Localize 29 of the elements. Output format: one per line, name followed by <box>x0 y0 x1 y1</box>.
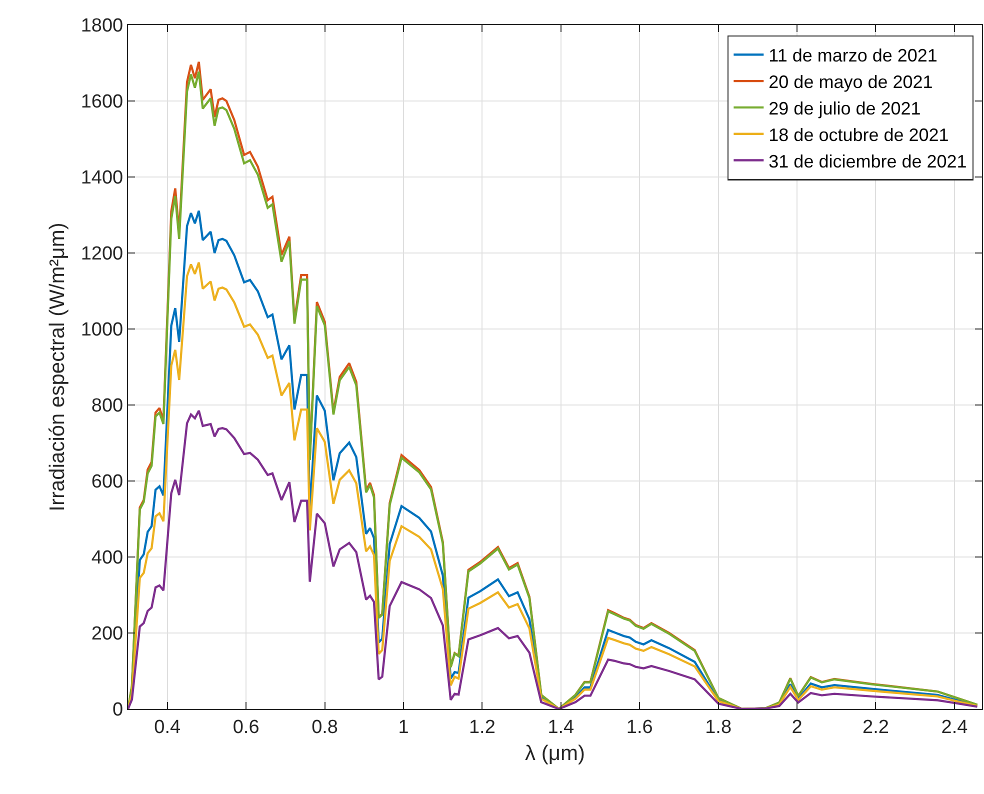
x-tick-label: 1.6 <box>626 716 653 738</box>
x-tick-label: 0.4 <box>154 716 181 738</box>
y-tick-label: 1000 <box>80 320 124 341</box>
x-tick-label: 0.6 <box>232 716 260 738</box>
y-axis-title: Irradiación espectral (W/m²μm) <box>46 222 69 512</box>
x-tick-label: 1.4 <box>548 716 575 738</box>
legend-label: 11 de marzo de 2021 <box>768 46 938 66</box>
legend-label: 31 de diciembre de 2021 <box>768 151 967 172</box>
y-tick-label: 800 <box>91 396 124 417</box>
x-axis-title: λ (μm) <box>525 742 585 766</box>
y-tick-label: 600 <box>91 472 124 493</box>
x-tick-label: 1.8 <box>705 716 732 738</box>
x-tick-label: 2.4 <box>941 716 968 738</box>
x-tick-label: 0.8 <box>312 716 338 738</box>
x-tick-label: 2.2 <box>862 716 889 738</box>
x-tick-label: 2 <box>792 716 802 738</box>
legend-label: 18 de octubre de 2021 <box>768 124 949 145</box>
x-tick-label: 1 <box>398 716 409 738</box>
y-tick-label: 400 <box>91 548 124 569</box>
y-tick-label: 200 <box>91 624 124 645</box>
y-tick-label: 1600 <box>80 92 124 113</box>
y-tick-label: 1400 <box>80 168 124 189</box>
legend-label: 20 de mayo de 2021 <box>768 72 933 92</box>
y-tick-label: 1800 <box>80 16 124 37</box>
legend-label: 29 de julio de 2021 <box>768 98 921 118</box>
y-tick-label: 1200 <box>80 244 124 265</box>
line-series <box>128 410 978 709</box>
x-tick-label: 1.2 <box>468 716 496 738</box>
y-tick-label: 0 <box>112 700 124 721</box>
